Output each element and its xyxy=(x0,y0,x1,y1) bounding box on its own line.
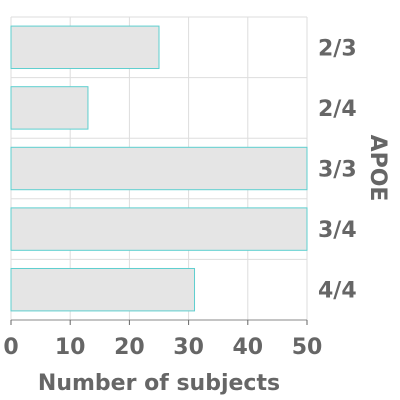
y-tick-label: 3/3 xyxy=(318,158,357,183)
bar-3-3 xyxy=(10,146,308,191)
x-tick-label: 40 xyxy=(232,335,263,360)
bar-3-4 xyxy=(10,207,308,251)
x-tick-label: 50 xyxy=(292,335,323,360)
y-tick-label: 3/4 xyxy=(318,218,357,243)
y-tick-label: 2/4 xyxy=(318,97,357,122)
bars xyxy=(10,25,308,312)
x-tick-label: 30 xyxy=(173,335,204,360)
bar-2-3 xyxy=(10,25,160,70)
x-tick-label: 10 xyxy=(55,335,86,360)
x-tick-label: 20 xyxy=(114,335,145,360)
axes: 2/3 2/4 3/3 3/4 4/4 0 10 20 30 40 50 xyxy=(3,36,356,360)
y-tick-label: 4/4 xyxy=(318,279,357,304)
x-tick-label: 0 xyxy=(3,335,18,360)
y-axis-title: APOE xyxy=(365,135,390,202)
y-tick-label: 2/3 xyxy=(318,36,357,61)
bar-4-4 xyxy=(10,267,196,312)
x-axis-title: Number of subjects xyxy=(38,371,280,396)
bar-2-4 xyxy=(10,86,89,130)
